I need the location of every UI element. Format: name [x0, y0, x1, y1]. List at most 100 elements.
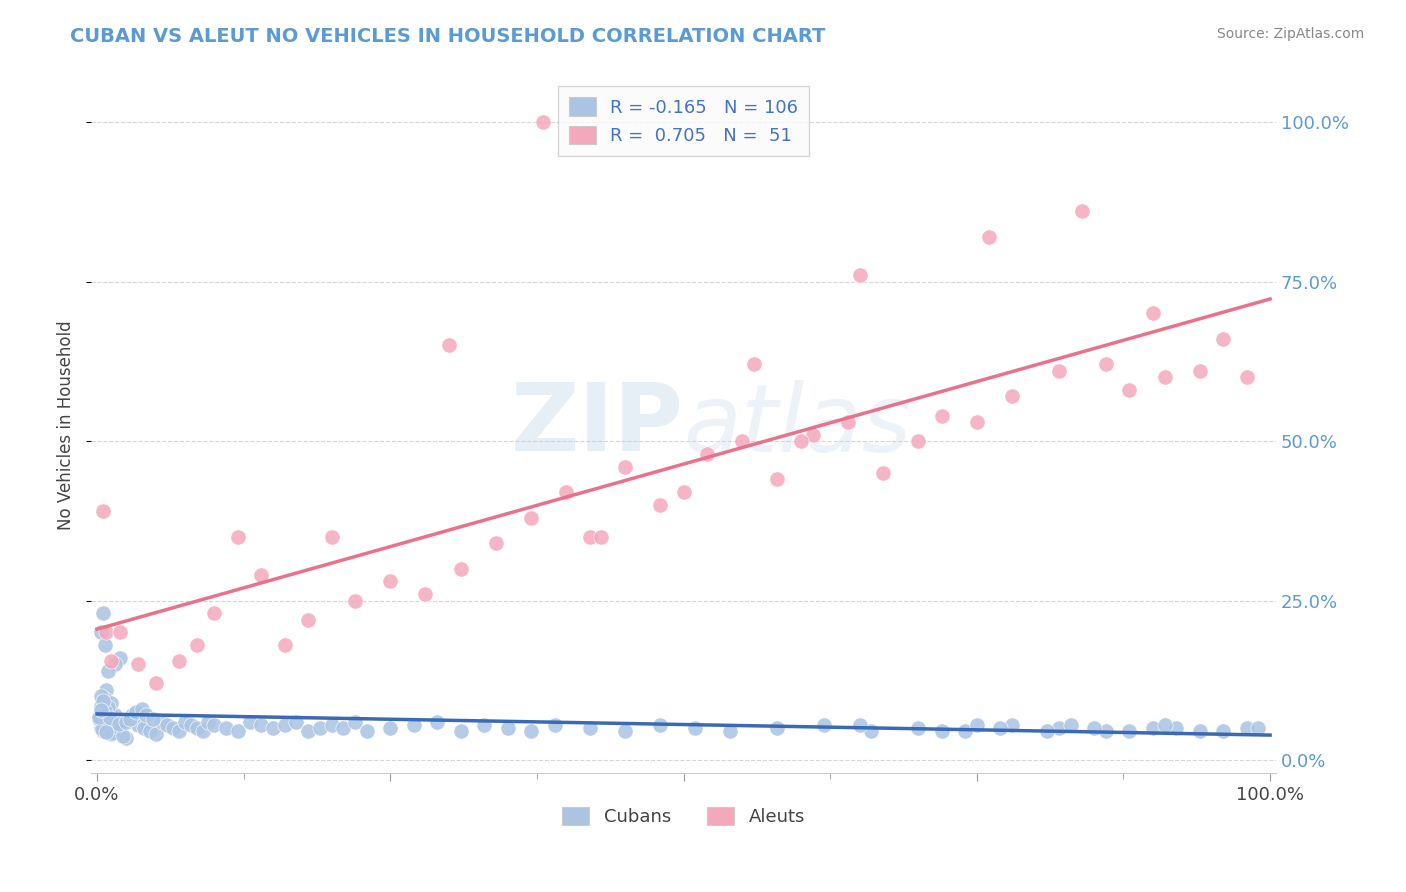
Text: atlas: atlas — [683, 380, 912, 471]
Point — [1001, 718, 1024, 732]
Point — [344, 714, 367, 729]
Point — [273, 718, 295, 732]
Point — [450, 724, 472, 739]
Point — [801, 427, 824, 442]
Point — [848, 268, 870, 283]
Point — [1188, 364, 1211, 378]
Point — [107, 714, 129, 728]
Point — [520, 510, 543, 524]
Point — [97, 705, 120, 719]
Point — [402, 718, 425, 732]
Point — [1153, 718, 1175, 732]
Point — [485, 536, 508, 550]
Point — [720, 724, 742, 739]
Point — [555, 485, 578, 500]
Point — [1212, 332, 1234, 346]
Point — [1118, 383, 1140, 397]
Point — [1188, 724, 1211, 739]
Point — [496, 721, 519, 735]
Point — [121, 708, 143, 723]
Point — [907, 434, 929, 448]
Point — [115, 731, 138, 745]
Point — [1047, 364, 1070, 378]
Point — [104, 657, 127, 672]
Point — [94, 692, 117, 706]
Text: Source: ZipAtlas.com: Source: ZipAtlas.com — [1216, 27, 1364, 41]
Point — [96, 625, 118, 640]
Point — [96, 682, 118, 697]
Point — [174, 714, 197, 729]
Text: ZIP: ZIP — [510, 379, 683, 471]
Point — [696, 447, 718, 461]
Point — [97, 664, 120, 678]
Point — [790, 434, 813, 448]
Point — [860, 724, 883, 739]
Point — [672, 485, 695, 500]
Point — [988, 721, 1011, 735]
Point — [1236, 721, 1258, 735]
Point — [1212, 724, 1234, 739]
Point — [250, 568, 273, 582]
Point — [150, 714, 173, 729]
Point — [90, 689, 112, 703]
Point — [250, 718, 273, 732]
Point — [139, 724, 162, 739]
Point — [125, 705, 148, 719]
Text: CUBAN VS ALEUT NO VEHICLES IN HOUSEHOLD CORRELATION CHART: CUBAN VS ALEUT NO VEHICLES IN HOUSEHOLD … — [70, 27, 825, 45]
Point — [321, 718, 343, 732]
Point — [297, 613, 319, 627]
Point — [89, 712, 111, 726]
Point — [931, 409, 953, 423]
Point — [872, 466, 894, 480]
Point — [356, 724, 378, 739]
Point — [273, 638, 295, 652]
Point — [613, 459, 636, 474]
Point — [104, 708, 127, 723]
Point — [1047, 721, 1070, 735]
Point — [578, 530, 600, 544]
Point — [285, 714, 308, 729]
Point — [89, 709, 111, 723]
Point — [91, 724, 114, 739]
Point — [931, 724, 953, 739]
Point — [1036, 724, 1059, 739]
Point — [309, 721, 332, 735]
Point — [215, 721, 238, 735]
Point — [578, 721, 600, 735]
Point — [297, 724, 319, 739]
Point — [380, 574, 402, 589]
Point — [648, 718, 671, 732]
Point — [262, 721, 284, 735]
Point — [167, 724, 190, 739]
Point — [115, 714, 138, 729]
Point — [94, 704, 117, 718]
Point — [1083, 721, 1105, 735]
Point — [1095, 724, 1118, 739]
Point — [156, 718, 179, 732]
Point — [118, 712, 141, 726]
Point — [90, 703, 112, 717]
Point — [1001, 389, 1024, 403]
Point — [90, 625, 112, 640]
Point — [108, 716, 131, 731]
Point — [344, 593, 367, 607]
Point — [91, 714, 114, 729]
Point — [1118, 724, 1140, 739]
Point — [837, 415, 859, 429]
Point — [100, 654, 122, 668]
Point — [186, 721, 208, 735]
Point — [238, 714, 260, 729]
Point — [766, 721, 789, 735]
Point — [226, 724, 249, 739]
Point — [1153, 370, 1175, 384]
Point — [415, 587, 437, 601]
Point — [1247, 721, 1270, 735]
Point — [100, 727, 122, 741]
Point — [93, 707, 115, 722]
Point — [685, 721, 707, 735]
Point — [90, 698, 112, 713]
Point — [91, 694, 114, 708]
Point — [966, 415, 988, 429]
Point — [953, 724, 976, 739]
Point — [226, 530, 249, 544]
